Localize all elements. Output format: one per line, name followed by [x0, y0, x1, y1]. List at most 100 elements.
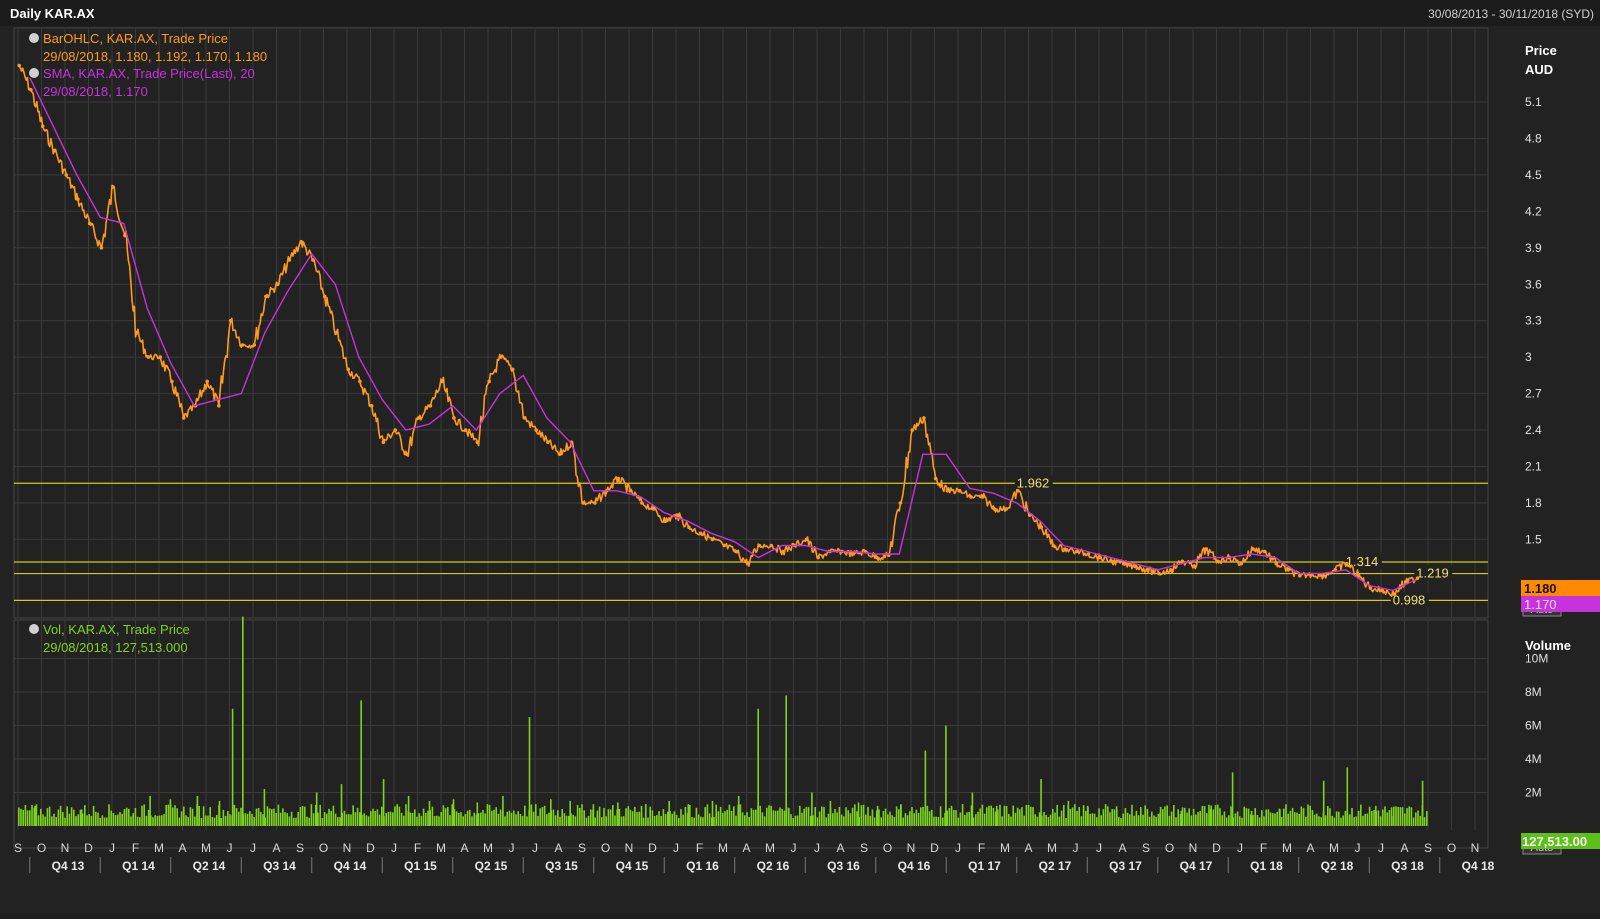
price-point: [87, 221, 92, 226]
sma-legend[interactable]: SMA, KAR.AX, Trade Price(Last), 20 29/08…: [29, 66, 255, 99]
volume-bar: [640, 805, 643, 826]
volume-bar: [1318, 816, 1320, 826]
volume-bar: [977, 811, 979, 826]
volume-bar: [480, 812, 482, 826]
sma-tag-text: 1.170: [1524, 597, 1557, 612]
volume-bar: [1175, 817, 1177, 826]
volume-bar: [1320, 817, 1322, 826]
volume-bar: [235, 808, 238, 826]
volume-bar: [851, 807, 854, 826]
volume-bar: [1113, 809, 1116, 826]
month-label: M: [436, 841, 446, 855]
volume-bar: [491, 810, 493, 826]
volume-bar: [1390, 807, 1393, 826]
volume-bar: [1250, 810, 1253, 826]
volume-bar: [385, 813, 387, 826]
volume-bar: [1180, 810, 1183, 826]
volume-bar: [748, 817, 750, 826]
ohlc-legend[interactable]: BarOHLC, KAR.AX, Trade Price 29/08/2018,…: [29, 31, 267, 64]
volume-bar: [678, 817, 680, 826]
sma-line: [29, 77, 1417, 592]
volume-bar: [609, 809, 612, 826]
vol-legend-name: Vol, KAR.AX, Trade Price: [43, 622, 190, 637]
volume-bar: [557, 810, 559, 826]
volume-bar: [191, 808, 194, 826]
volume-bar: [200, 818, 203, 826]
month-label: J: [509, 841, 515, 855]
vol-legend[interactable]: Vol, KAR.AX, Trade Price 29/08/2018, 127…: [29, 622, 190, 655]
volume-bar: [1012, 805, 1014, 826]
volume-bar: [139, 817, 141, 826]
month-label: N: [1189, 841, 1198, 855]
legend-toggle-icon[interactable]: [29, 624, 39, 634]
volume-bar: [1082, 805, 1085, 826]
volume-bar: [906, 815, 909, 826]
volume-bar: [1001, 816, 1003, 826]
volume-bar: [625, 808, 627, 826]
volume-bar: [213, 817, 216, 826]
legend-toggle-icon[interactable]: [29, 68, 39, 78]
volume-bar: [222, 809, 225, 826]
volume-bar: [680, 809, 682, 826]
price-point: [228, 318, 233, 323]
price-point: [1274, 561, 1279, 566]
volume-bar: [526, 816, 528, 826]
volume-bar: [488, 804, 491, 826]
legend-toggle-icon[interactable]: [29, 33, 39, 43]
volume-bar: [130, 816, 132, 826]
volume-bar: [128, 808, 130, 826]
volume-bar: [504, 816, 506, 826]
volume-bar: [1181, 807, 1184, 826]
volume-bar: [95, 811, 97, 826]
volume-bar: [1107, 806, 1109, 826]
volume-bar: [1032, 807, 1034, 826]
volume-bar: [1366, 813, 1369, 826]
price-point: [769, 543, 773, 548]
volume-bar: [502, 795, 504, 826]
volume-bar: [319, 804, 321, 826]
volume-bar: [1272, 813, 1274, 826]
price-point: [804, 537, 809, 542]
month-label: O: [37, 841, 46, 855]
volume-bar: [647, 817, 649, 826]
volume-bar: [1342, 815, 1344, 826]
volume-bar: [924, 750, 927, 826]
volume-bar: [398, 806, 401, 826]
volume-bar: [532, 811, 535, 826]
volume-bar: [1091, 813, 1094, 826]
volume-bar: [550, 799, 552, 826]
volume-bar: [447, 807, 449, 826]
volume-bar: [860, 805, 863, 826]
volume-bar: [451, 804, 453, 826]
volume-bar: [1331, 815, 1333, 826]
volume-bar: [1329, 808, 1331, 826]
volume-bar: [1406, 808, 1408, 826]
price-tick-label: 4.8: [1525, 131, 1542, 145]
volume-bar: [382, 779, 385, 826]
price-point: [851, 552, 856, 556]
level-label-bg: [1343, 553, 1382, 569]
volume-bar: [440, 812, 442, 826]
volume-bar: [436, 815, 438, 826]
volume-bar: [658, 811, 660, 826]
price-point: [1215, 559, 1220, 564]
volume-bar: [372, 808, 374, 826]
volume-bar: [321, 818, 324, 826]
quarter-label: Q2 18: [1321, 859, 1354, 873]
volume-bar: [794, 815, 797, 826]
volume-bar: [730, 810, 733, 826]
price-point: [1145, 568, 1149, 572]
price-point: [475, 440, 480, 445]
price-point: [440, 379, 445, 384]
volume-bar: [275, 813, 277, 826]
volume-bar: [1322, 780, 1325, 826]
volume-bar: [279, 812, 282, 826]
price-point: [710, 537, 715, 542]
volume-bar: [249, 811, 251, 826]
volume-bar: [766, 807, 768, 826]
price-point: [405, 452, 409, 457]
volume-bar: [180, 811, 183, 826]
volume-bar: [521, 815, 524, 826]
volume-bar: [475, 814, 478, 826]
volume-bar: [1419, 815, 1421, 826]
